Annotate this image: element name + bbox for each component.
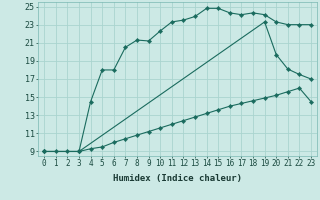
X-axis label: Humidex (Indice chaleur): Humidex (Indice chaleur) bbox=[113, 174, 242, 183]
